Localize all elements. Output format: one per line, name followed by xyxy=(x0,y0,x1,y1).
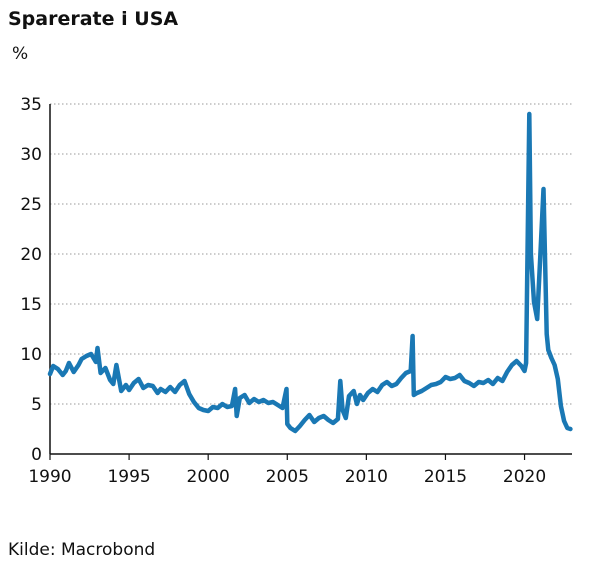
source-note: Kilde: Macrobond xyxy=(8,540,156,560)
y-axis-unit-label: % xyxy=(12,44,29,64)
chart-title: Sparerate i USA xyxy=(8,8,179,30)
x-tick-label: 1990 xyxy=(28,467,71,487)
y-tick-label: 5 xyxy=(31,395,42,415)
series-line-savings-rate xyxy=(47,111,573,434)
x-tick-label: 1995 xyxy=(107,467,150,487)
y-tick-label: 10 xyxy=(20,345,42,365)
y-tick-label: 0 xyxy=(31,445,42,465)
y-tick-label: 35 xyxy=(20,95,42,115)
y-tick-label: 20 xyxy=(20,245,42,265)
y-tick-label: 30 xyxy=(20,145,42,165)
y-tick-label: 25 xyxy=(20,195,42,215)
x-tick-label: 2000 xyxy=(187,467,230,487)
x-tick-label: 2005 xyxy=(266,467,309,487)
y-tick-label: 15 xyxy=(20,295,42,315)
x-tick-label: 2010 xyxy=(345,467,388,487)
x-tick-label: 2020 xyxy=(503,467,546,487)
x-tick-label: 2015 xyxy=(424,467,467,487)
